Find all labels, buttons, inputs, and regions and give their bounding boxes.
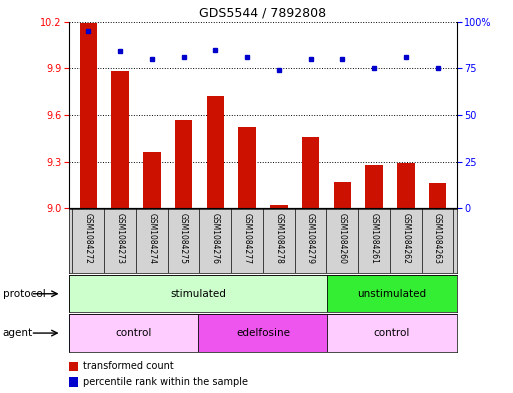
Bar <box>199 314 327 352</box>
Bar <box>80 23 97 208</box>
Text: GSM1084273: GSM1084273 <box>115 213 125 264</box>
Bar <box>302 137 319 208</box>
Bar <box>429 184 446 208</box>
Text: stimulated: stimulated <box>170 289 226 299</box>
Text: GSM1084262: GSM1084262 <box>401 213 410 264</box>
Bar <box>327 275 457 312</box>
Text: GSM1084279: GSM1084279 <box>306 213 315 264</box>
Text: control: control <box>115 328 152 338</box>
Text: percentile rank within the sample: percentile rank within the sample <box>83 377 248 387</box>
Text: edelfosine: edelfosine <box>236 328 290 338</box>
Text: protocol: protocol <box>3 289 45 299</box>
Bar <box>270 205 287 208</box>
Bar <box>175 119 192 208</box>
Bar <box>143 152 161 208</box>
Bar <box>239 127 256 208</box>
Bar <box>111 72 129 208</box>
Title: GDS5544 / 7892808: GDS5544 / 7892808 <box>200 6 326 19</box>
Text: GSM1084278: GSM1084278 <box>274 213 283 264</box>
Text: GSM1084261: GSM1084261 <box>369 213 379 264</box>
Text: GSM1084275: GSM1084275 <box>179 213 188 264</box>
Text: transformed count: transformed count <box>83 362 173 371</box>
Text: control: control <box>374 328 410 338</box>
Text: GSM1084276: GSM1084276 <box>211 213 220 264</box>
Text: GSM1084272: GSM1084272 <box>84 213 93 264</box>
Bar <box>69 314 199 352</box>
Text: agent: agent <box>3 328 33 338</box>
Bar <box>327 314 457 352</box>
Bar <box>365 165 383 208</box>
Bar <box>207 96 224 208</box>
Text: GSM1084274: GSM1084274 <box>147 213 156 264</box>
Text: GSM1084277: GSM1084277 <box>243 213 251 264</box>
Bar <box>397 163 415 208</box>
Text: GSM1084263: GSM1084263 <box>433 213 442 264</box>
Bar <box>69 275 327 312</box>
Text: GSM1084260: GSM1084260 <box>338 213 347 264</box>
Bar <box>333 182 351 208</box>
Text: unstimulated: unstimulated <box>358 289 427 299</box>
